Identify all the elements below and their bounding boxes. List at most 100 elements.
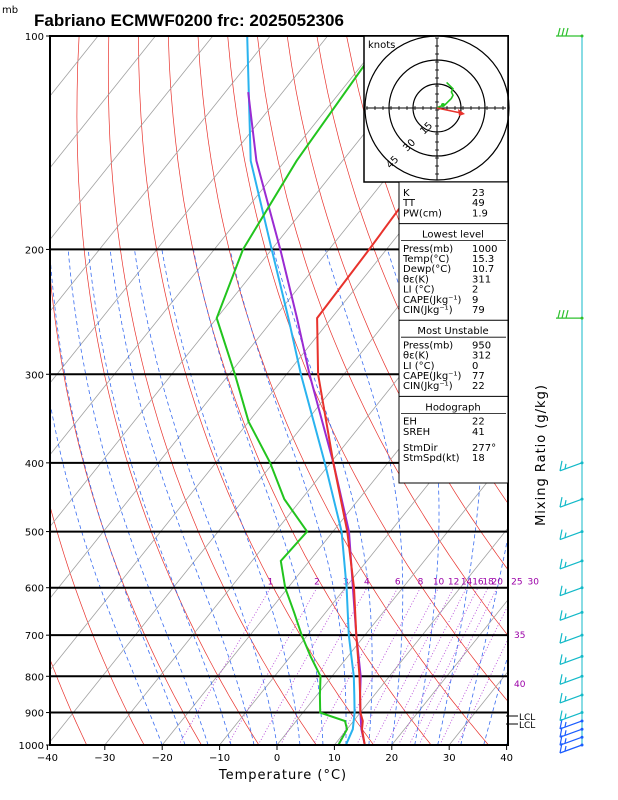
x-tick-label: 10	[328, 753, 341, 764]
wind-barb-feather	[559, 674, 563, 685]
wind-barb-feather	[564, 613, 567, 619]
index-value: 1.9	[472, 208, 488, 219]
isotherm	[50, 36, 328, 384]
dry-adiabat	[585, 36, 618, 760]
dry-adiabat	[555, 36, 618, 760]
wind-barb-staff	[559, 694, 583, 704]
dry-adiabat	[50, 658, 88, 745]
isotherm	[50, 168, 508, 743]
wind-barb	[559, 710, 584, 722]
mixing-ratio-label: 18	[482, 578, 494, 588]
wind-barb-feather	[564, 636, 567, 642]
moist-adiabat	[483, 653, 508, 745]
mixing-ratio-label: 30	[528, 578, 540, 588]
indices-heading: Lowest level	[422, 230, 484, 241]
index-value: 77	[472, 371, 485, 382]
wind-barb-feather	[564, 500, 567, 506]
wind-barb-staff	[559, 728, 583, 738]
wind-barb-staff	[559, 587, 583, 597]
wind-barb-feather	[564, 738, 567, 744]
wind-barb-staff	[559, 655, 583, 665]
profiles	[215, 36, 508, 745]
x-axis-label: Temperature (°C)	[218, 768, 347, 783]
wind-barb-feather	[564, 713, 567, 719]
lcl-label: LCL	[519, 721, 535, 731]
dry-adiabat	[76, 36, 260, 745]
mixing-ratio-line	[336, 587, 421, 745]
wind-barb-feather	[564, 463, 567, 469]
index-value: 22	[472, 381, 485, 392]
wind-barb-staff	[559, 675, 583, 685]
index-label: EH	[403, 417, 417, 428]
wind-barbs	[556, 27, 584, 754]
wind-barb-staff	[559, 498, 583, 508]
moist-adiabat	[50, 250, 186, 745]
wind-barb-dot	[580, 674, 584, 678]
dry-adiabat	[614, 36, 618, 760]
wind-barb-flag	[565, 27, 569, 37]
wind-barb	[559, 610, 584, 621]
indices-heading: Hodograph	[425, 402, 480, 413]
hodograph-origin-dot	[441, 103, 445, 107]
wind-barb-feather	[559, 497, 563, 508]
index-value: 277°	[472, 443, 496, 454]
wind-barb-dot	[580, 719, 584, 723]
indices-heading: Most Unstable	[417, 326, 488, 337]
index-label: K	[403, 188, 410, 199]
wind-barb-dot	[580, 743, 584, 747]
wind-barb-staff	[559, 611, 583, 621]
mixing-ratio-line	[178, 587, 271, 745]
wind-barb-staff	[559, 531, 583, 541]
pressure-tick-label: 900	[25, 709, 44, 720]
wind-barb-feather	[559, 460, 563, 471]
wind-barb-dot	[580, 316, 584, 320]
wind-barb	[559, 674, 584, 685]
dry-adiabat	[286, 36, 508, 571]
pressure-tick-label: 600	[25, 584, 44, 595]
wind-barb-staff	[559, 634, 583, 644]
mixing-ratio-line	[312, 587, 399, 745]
indices-frame	[398, 181, 509, 484]
mixing-ratio-label: 2	[314, 578, 320, 588]
wind-barb-feather	[559, 610, 563, 621]
mixing-ratio-label: 6	[395, 578, 401, 588]
pressure-tick-label: 1000	[19, 741, 44, 752]
wind-barb-feather	[559, 529, 563, 540]
pressure-unit-label: mb	[2, 5, 18, 16]
wind-barb	[559, 633, 584, 644]
dry-adiabat	[107, 36, 317, 745]
temperature-line	[316, 58, 508, 745]
index-value: 49	[472, 198, 485, 209]
index-value: 22	[472, 417, 485, 428]
mixing-ratio-line	[418, 587, 498, 745]
index-label: CAPE(Jkg⁻¹)	[403, 371, 461, 382]
index-label: CIN(Jkg⁻¹)	[403, 381, 453, 392]
wind-barb-feather	[559, 692, 563, 704]
wind-barb-dot	[580, 711, 584, 715]
hodograph-units-label: knots	[368, 40, 395, 51]
wind-barb	[559, 460, 584, 472]
index-label: θε(K)	[403, 274, 429, 285]
moist-adiabat	[109, 249, 255, 745]
moist-adiabat	[67, 249, 209, 745]
mixing-ratio-label: 12	[448, 578, 459, 588]
mixing-ratio-label: 1	[268, 578, 274, 588]
wind-barb	[559, 727, 584, 738]
wind-barb-dot	[580, 530, 584, 534]
wind-barb-dot	[580, 633, 584, 637]
index-label: θε(K)	[403, 351, 429, 362]
isotherm	[104, 240, 508, 745]
pressure-tick-label: 800	[25, 672, 44, 683]
wind-barb-dot	[580, 654, 584, 658]
index-label: CAPE(Jkg⁻¹)	[403, 295, 461, 306]
wind-barb	[556, 27, 584, 38]
index-label: Press(mb)	[403, 244, 453, 255]
wind-barb	[559, 585, 584, 597]
moist-adiabat	[437, 249, 483, 745]
index-label: StmDir	[403, 443, 438, 454]
mixing-ratio-axis-label: Mixing Ratio (g/kg)	[534, 384, 549, 526]
wind-barb-flag	[557, 309, 561, 319]
wind-barb	[559, 497, 584, 508]
x-axis-ticks: −40 −30 −20 −10 0 10 20 30 40	[37, 745, 513, 764]
